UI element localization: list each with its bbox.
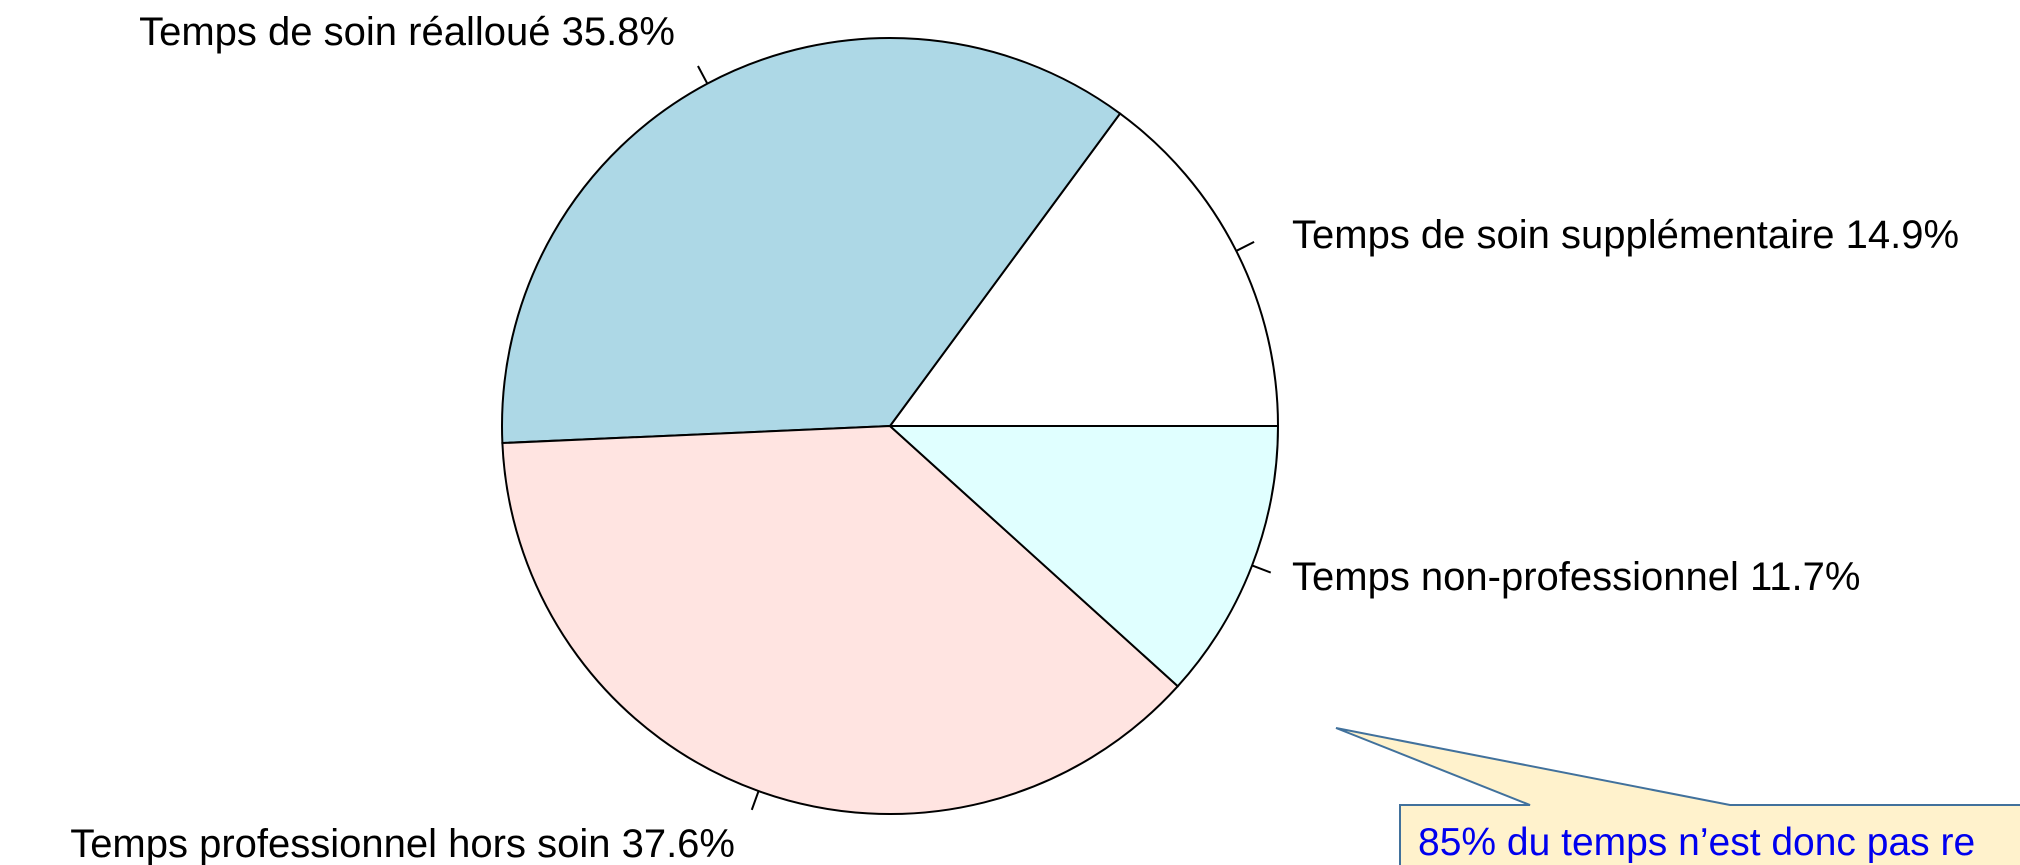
label-tick-non-professionnel [1251,564,1272,574]
slice-label-realloue: Temps de soin réalloué 35.8% [139,10,675,54]
slice-label-supplementaire: Temps de soin supplémentaire 14.9% [1292,213,1959,257]
pie-slice-realloue [501,37,1122,445]
slice-label-hors-soin: Temps professionnel hors soin 37.6% [70,822,735,865]
callout-box [1335,727,2020,865]
slice-label-non-professionnel: Temps non-professionnel 11.7% [1292,555,1860,599]
label-tick-realloue [697,65,709,85]
label-ticks [697,65,1272,811]
callout: 85% du temps n’est donc pas re [1335,727,2020,865]
label-tick-supplementaire [1235,241,1255,252]
pie-slice-supplementaire [888,112,1280,427]
callout-text: 85% du temps n’est donc pas re [1418,821,1975,864]
pie-slices [501,37,1280,815]
label-tick-hors-soin [750,790,760,811]
